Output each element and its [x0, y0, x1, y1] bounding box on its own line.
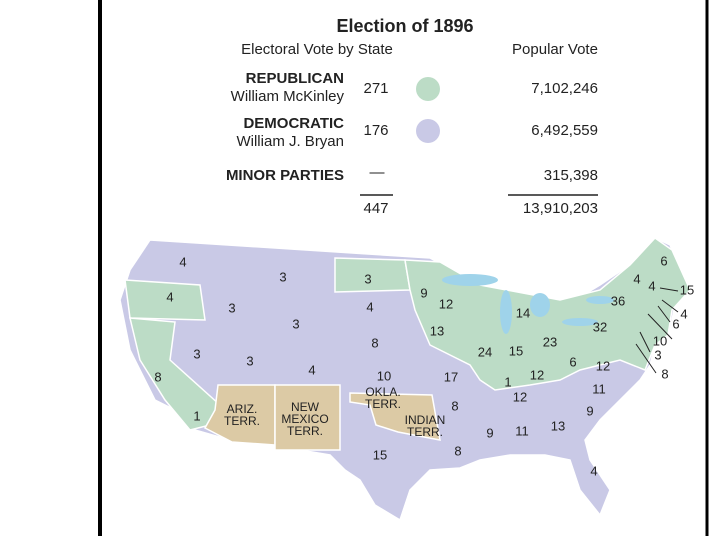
- state-electoral-votes: 3: [279, 269, 286, 284]
- territory-label: TERR.: [224, 414, 260, 428]
- state-electoral-votes: 4: [680, 306, 687, 321]
- leader-lines: [635, 287, 679, 374]
- state-electoral-votes: 3: [246, 353, 253, 368]
- state-electoral-votes: 32: [593, 319, 607, 334]
- party-name: MINOR PARTIES: [226, 167, 344, 184]
- state-electoral-votes: 6: [672, 316, 679, 331]
- lake: [500, 290, 512, 334]
- state-electoral-votes: 6: [660, 253, 667, 268]
- state-electoral-votes: 4: [308, 362, 315, 377]
- lake: [586, 296, 614, 304]
- state-electoral-votes: 13: [551, 418, 565, 433]
- territory-label: INDIAN: [405, 413, 446, 427]
- state-electoral-votes: 1: [193, 408, 200, 423]
- map: 4481333334348109131712241415123126323612…: [119, 237, 694, 522]
- state-electoral-votes: 4: [633, 271, 640, 286]
- state-electoral-votes: 12: [513, 389, 527, 404]
- title: Election of 1896: [336, 16, 473, 36]
- state-electoral-votes: 8: [661, 366, 668, 381]
- democratic-swatch: [416, 119, 440, 143]
- territory-label: OKLA.: [365, 385, 400, 399]
- state-electoral-votes: 24: [478, 344, 492, 359]
- state-electoral-votes: 11: [592, 381, 606, 396]
- state-electoral-votes: 4: [166, 289, 173, 304]
- state-electoral-votes: 4: [590, 463, 597, 478]
- popular-heading: Popular Vote: [512, 41, 598, 58]
- lake: [562, 318, 598, 326]
- state-electoral-votes: 15: [509, 343, 523, 358]
- state-electoral-votes: 3: [364, 271, 371, 286]
- state-electoral-votes: 8: [454, 443, 461, 458]
- republican-region: [404, 237, 691, 391]
- party-name: DEMOCRATIC: [243, 115, 344, 132]
- state-electoral-votes: 12: [530, 367, 544, 382]
- state-electoral-votes: 12: [439, 296, 453, 311]
- state-electoral-votes: 8: [451, 398, 458, 413]
- electoral-vote: 271: [363, 80, 388, 97]
- territory-label: ARIZ.: [227, 402, 258, 416]
- state-electoral-votes: 9: [420, 285, 427, 300]
- state-electoral-votes: 9: [486, 425, 493, 440]
- popular-vote: 7,102,246: [531, 80, 598, 97]
- state-electoral-votes: 17: [444, 369, 458, 384]
- candidate-name: William McKinley: [231, 88, 345, 105]
- state-electoral-votes: 3: [292, 316, 299, 331]
- state-electoral-votes: 8: [154, 369, 161, 384]
- electoral-vote: —: [370, 164, 385, 181]
- candidate-name: William J. Bryan: [236, 133, 344, 150]
- state-electoral-votes: 15: [373, 447, 387, 462]
- republican-region: [334, 257, 411, 293]
- state-electoral-votes: 14: [516, 305, 530, 320]
- territory-label: TERR.: [407, 425, 443, 439]
- state-electoral-votes: 6: [569, 354, 576, 369]
- state-electoral-votes: 9: [586, 403, 593, 418]
- party-name: REPUBLICAN: [246, 70, 344, 87]
- state-electoral-votes: 3: [193, 346, 200, 361]
- territory-label: TERR.: [287, 424, 323, 438]
- republican-swatch: [416, 77, 440, 101]
- electoral-heading: Electoral Vote by State: [241, 41, 393, 58]
- electoral-total: 447: [363, 200, 388, 217]
- state-electoral-votes: 3: [654, 347, 661, 362]
- state-electoral-votes: 11: [515, 423, 529, 438]
- republican-region: [124, 279, 206, 321]
- state-electoral-votes: 13: [430, 323, 444, 338]
- state-electoral-votes: 23: [543, 334, 557, 349]
- lake: [530, 293, 550, 317]
- state-electoral-votes: 36: [611, 293, 625, 308]
- electoral-vote: 176: [363, 122, 388, 139]
- popular-vote: 6,492,559: [531, 122, 598, 139]
- territory-label: TERR.: [365, 397, 401, 411]
- state-electoral-votes: 4: [179, 254, 186, 269]
- state-electoral-votes: 4: [648, 278, 655, 293]
- state-electoral-votes: 12: [596, 358, 610, 373]
- state-electoral-votes: 10: [653, 333, 667, 348]
- popular-vote: 315,398: [544, 167, 598, 184]
- state-electoral-votes: 10: [377, 368, 391, 383]
- lake: [442, 274, 498, 286]
- territory: [349, 392, 441, 441]
- state-electoral-votes: 8: [371, 335, 378, 350]
- state-electoral-votes: 3: [228, 300, 235, 315]
- state-electoral-votes: 15: [680, 282, 694, 297]
- territory: [274, 384, 341, 451]
- territory-label: MEXICO: [281, 412, 328, 426]
- popular-total: 13,910,203: [523, 200, 598, 217]
- state-electoral-votes: 1: [504, 374, 511, 389]
- territory-label: NEW: [291, 400, 320, 414]
- state-electoral-votes: 4: [366, 299, 373, 314]
